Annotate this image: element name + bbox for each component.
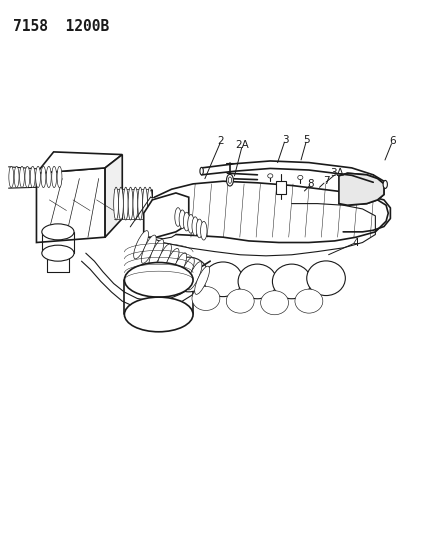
Ellipse shape: [183, 212, 190, 231]
Ellipse shape: [268, 174, 273, 178]
Ellipse shape: [134, 231, 148, 259]
Ellipse shape: [307, 261, 345, 295]
Polygon shape: [36, 152, 122, 173]
Ellipse shape: [261, 291, 288, 314]
Ellipse shape: [57, 166, 62, 188]
Text: 4: 4: [353, 238, 360, 247]
Ellipse shape: [20, 166, 24, 188]
Ellipse shape: [272, 264, 311, 298]
Ellipse shape: [157, 244, 172, 272]
Ellipse shape: [46, 166, 51, 188]
Ellipse shape: [36, 166, 40, 188]
Ellipse shape: [148, 187, 152, 220]
Polygon shape: [339, 173, 384, 205]
Ellipse shape: [14, 166, 19, 188]
Ellipse shape: [133, 187, 138, 220]
Polygon shape: [105, 155, 122, 237]
Text: 8: 8: [308, 180, 314, 189]
Ellipse shape: [9, 166, 14, 188]
Text: 6: 6: [389, 136, 396, 146]
Ellipse shape: [169, 257, 208, 292]
Ellipse shape: [298, 175, 303, 180]
Text: 3: 3: [282, 135, 289, 144]
Text: 5: 5: [303, 135, 310, 144]
Text: 7: 7: [323, 176, 329, 186]
Text: 3A: 3A: [330, 168, 344, 178]
Ellipse shape: [175, 208, 181, 227]
Ellipse shape: [118, 187, 124, 220]
Ellipse shape: [179, 210, 185, 229]
Ellipse shape: [228, 177, 232, 183]
Ellipse shape: [200, 221, 207, 240]
Ellipse shape: [42, 224, 74, 240]
Bar: [276, 181, 286, 194]
Ellipse shape: [124, 263, 193, 297]
Ellipse shape: [142, 187, 148, 220]
Ellipse shape: [123, 187, 128, 220]
Text: 7158  1200B: 7158 1200B: [13, 19, 109, 34]
Ellipse shape: [179, 257, 194, 286]
Ellipse shape: [30, 166, 35, 188]
Ellipse shape: [187, 215, 194, 233]
Ellipse shape: [227, 174, 233, 186]
Ellipse shape: [52, 166, 57, 188]
Ellipse shape: [128, 187, 133, 220]
Ellipse shape: [204, 262, 242, 296]
Ellipse shape: [383, 180, 387, 189]
Ellipse shape: [41, 166, 46, 188]
Text: 1: 1: [149, 190, 156, 199]
Ellipse shape: [192, 287, 220, 310]
Ellipse shape: [172, 253, 187, 281]
Text: 2A: 2A: [236, 140, 249, 150]
Ellipse shape: [192, 217, 198, 236]
Ellipse shape: [164, 248, 179, 277]
Polygon shape: [144, 193, 189, 237]
Ellipse shape: [238, 264, 277, 298]
Ellipse shape: [149, 239, 164, 268]
Ellipse shape: [141, 235, 156, 263]
Ellipse shape: [187, 262, 202, 290]
Ellipse shape: [200, 167, 203, 175]
Ellipse shape: [227, 289, 254, 313]
Text: 2: 2: [218, 136, 224, 146]
Ellipse shape: [42, 245, 74, 261]
Ellipse shape: [138, 187, 142, 220]
Ellipse shape: [114, 187, 118, 220]
Polygon shape: [36, 168, 105, 243]
Ellipse shape: [195, 266, 209, 294]
Ellipse shape: [196, 219, 202, 238]
Ellipse shape: [25, 166, 30, 188]
Ellipse shape: [124, 297, 193, 332]
Ellipse shape: [295, 289, 323, 313]
